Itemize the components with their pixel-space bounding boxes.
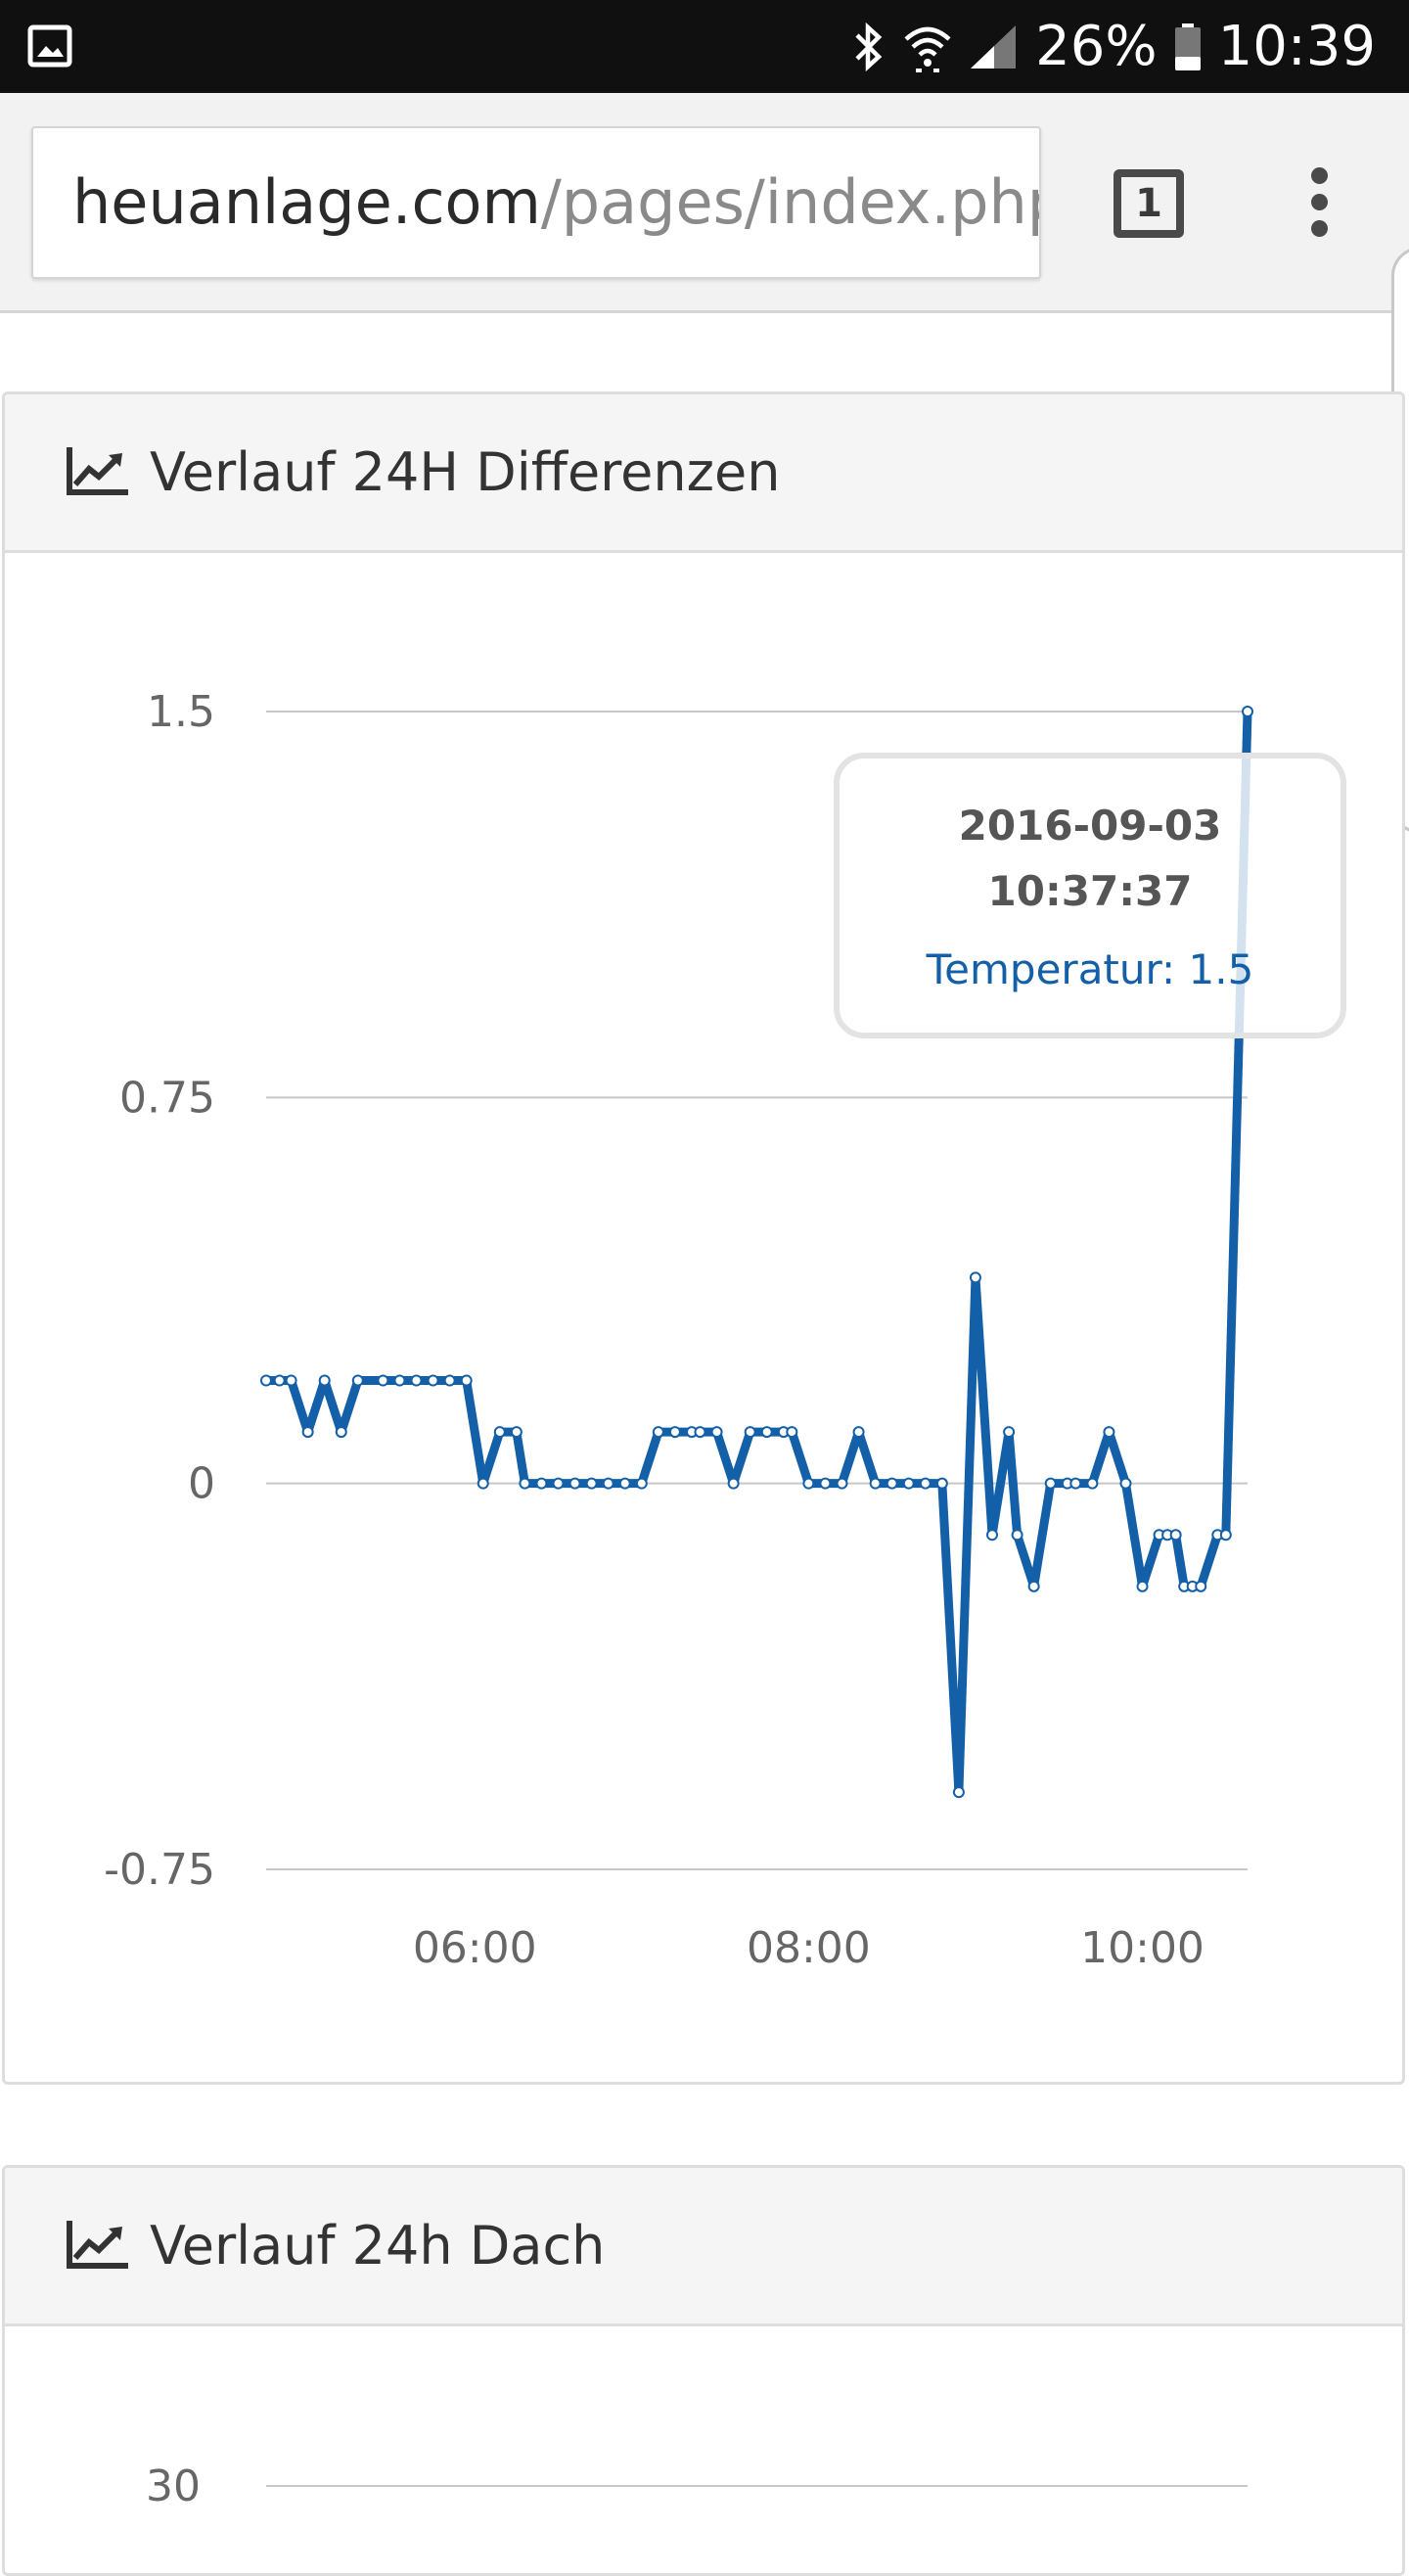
battery-percent: 26% xyxy=(1035,15,1158,78)
url-domain: heuanlage.com xyxy=(72,166,541,238)
status-bar: 26% 10:39 xyxy=(0,0,1409,93)
panel-header: Verlauf 24h Dach xyxy=(5,2168,1402,2326)
battery-icon xyxy=(1174,23,1201,70)
signal-icon xyxy=(971,24,1017,69)
url-path: /pages/index.php xyxy=(540,166,1041,238)
gallery-icon xyxy=(27,24,72,68)
status-icons: 26% 10:39 xyxy=(851,0,1376,93)
panel-header: Verlauf 24H Differenzen xyxy=(5,394,1402,553)
chart-panel-dach: Verlauf 24h Dach xyxy=(2,2165,1405,2576)
panel-title: Verlauf 24h Dach xyxy=(150,2215,606,2277)
browser-toolbar: heuanlage.com/pages/index.php 1 xyxy=(0,93,1409,313)
panel-title: Verlauf 24H Differenzen xyxy=(150,441,781,503)
clock: 10:39 xyxy=(1217,15,1376,78)
line-chart-icon xyxy=(67,2221,128,2269)
line-chart-icon xyxy=(67,447,128,495)
wifi-icon xyxy=(904,26,951,72)
chart-panel-differenzen: Verlauf 24H Differenzen xyxy=(2,391,1405,2085)
url-text[interactable]: heuanlage.com/pages/index.php xyxy=(72,128,1041,277)
address-bar[interactable]: heuanlage.com/pages/index.php xyxy=(31,126,1041,279)
bluetooth-icon xyxy=(855,22,883,71)
tab-switcher-button[interactable]: 1 xyxy=(1114,169,1184,238)
overflow-menu-icon[interactable] xyxy=(1301,167,1337,246)
